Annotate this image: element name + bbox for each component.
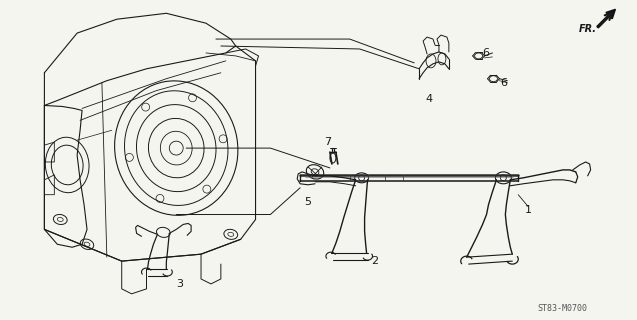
Text: 6: 6 [482, 48, 489, 58]
Text: 7: 7 [324, 137, 331, 147]
FancyArrow shape [597, 9, 615, 28]
Text: 3: 3 [176, 279, 183, 289]
Text: 5: 5 [304, 196, 311, 207]
Text: 4: 4 [426, 93, 433, 104]
Text: FR.: FR. [578, 24, 597, 34]
Text: 2: 2 [371, 256, 378, 266]
Text: 6: 6 [500, 78, 507, 88]
Text: 1: 1 [525, 204, 532, 215]
Text: ST83-M0700: ST83-M0700 [538, 304, 588, 313]
